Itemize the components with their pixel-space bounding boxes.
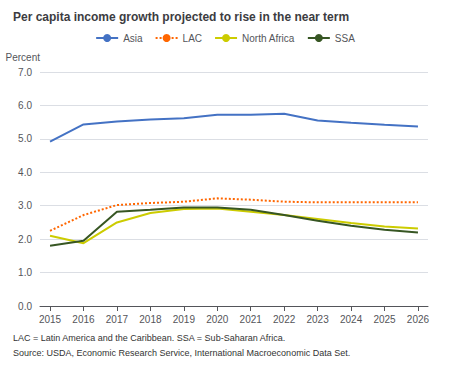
svg-text:1.0: 1.0 bbox=[18, 267, 32, 278]
svg-text:2020: 2020 bbox=[206, 314, 229, 325]
svg-text:2022: 2022 bbox=[273, 314, 296, 325]
svg-text:3.0: 3.0 bbox=[18, 200, 32, 211]
svg-text:Source: USDA, Economic Researc: Source: USDA, Economic Research Service,… bbox=[13, 348, 350, 358]
svg-text:2026: 2026 bbox=[407, 314, 430, 325]
svg-text:2018: 2018 bbox=[139, 314, 162, 325]
svg-text:2016: 2016 bbox=[72, 314, 95, 325]
svg-text:2017: 2017 bbox=[106, 314, 129, 325]
svg-text:LAC = Latin America and the Ca: LAC = Latin America and the Caribbean. S… bbox=[13, 333, 285, 343]
svg-text:7.0: 7.0 bbox=[18, 67, 32, 78]
svg-text:2021: 2021 bbox=[240, 314, 263, 325]
svg-text:5.0: 5.0 bbox=[18, 133, 32, 144]
svg-text:Asia: Asia bbox=[123, 33, 143, 44]
svg-text:SSA: SSA bbox=[335, 33, 355, 44]
svg-text:North Africa: North Africa bbox=[242, 33, 295, 44]
svg-text:2015: 2015 bbox=[39, 314, 62, 325]
svg-text:4.0: 4.0 bbox=[18, 167, 32, 178]
svg-text:6.0: 6.0 bbox=[18, 100, 32, 111]
svg-text:2024: 2024 bbox=[340, 314, 363, 325]
svg-text:2023: 2023 bbox=[306, 314, 329, 325]
svg-text:Percent: Percent bbox=[6, 52, 41, 63]
svg-text:2.0: 2.0 bbox=[18, 234, 32, 245]
svg-text:2019: 2019 bbox=[173, 314, 196, 325]
svg-text:Per capita income growth proje: Per capita income growth projected to ri… bbox=[13, 10, 349, 24]
svg-text:0.0: 0.0 bbox=[18, 301, 32, 312]
svg-text:LAC: LAC bbox=[183, 33, 202, 44]
svg-text:2025: 2025 bbox=[373, 314, 396, 325]
